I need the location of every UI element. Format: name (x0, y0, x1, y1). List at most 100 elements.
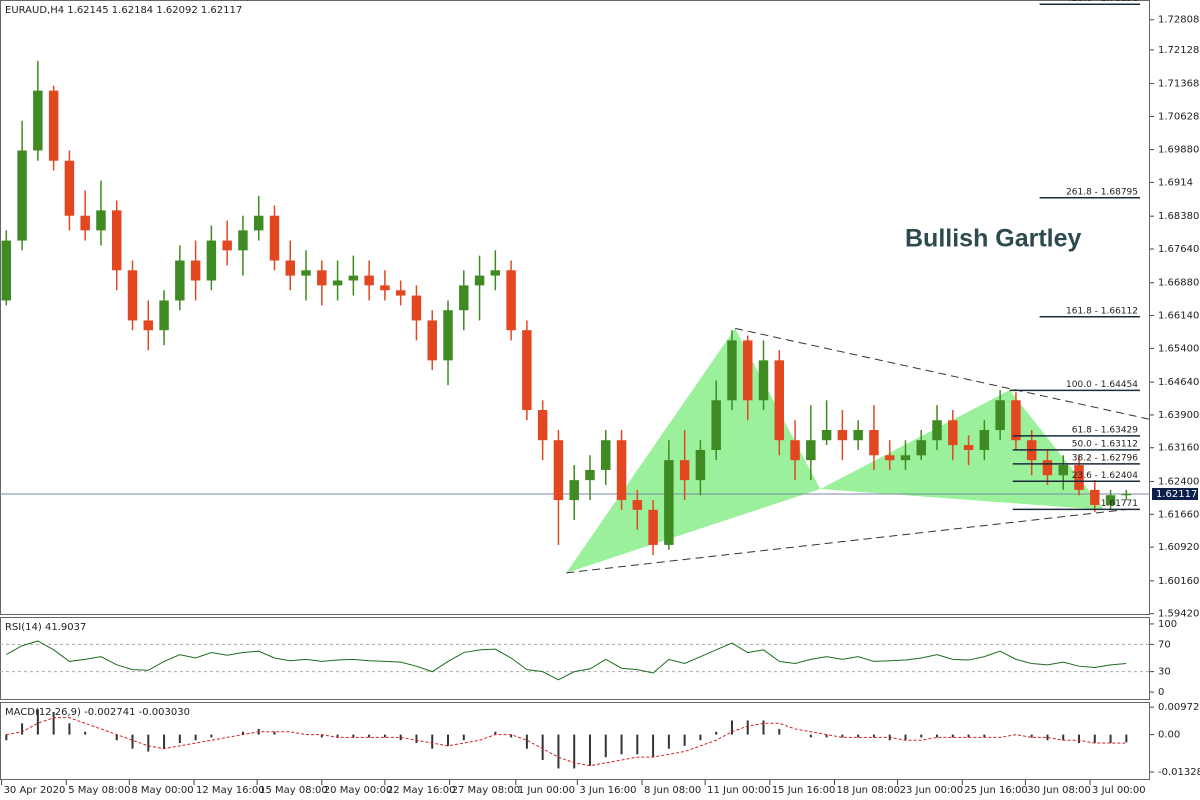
candle-body (948, 420, 958, 446)
candle-body (1074, 465, 1084, 490)
candle-body (33, 90, 43, 151)
candle-body (711, 400, 721, 450)
y-tick-label: 1.62400 (1158, 476, 1199, 487)
price-pane (0, 0, 1150, 615)
x-tick-label: 23 Jun 00:00 (900, 785, 964, 796)
y-tick-label: 1.68380 (1158, 211, 1199, 222)
candle-body (821, 430, 832, 441)
candle-body (17, 150, 27, 241)
y-tick-label: 1.63900 (1158, 410, 1199, 421)
y-tick-label: 0.009725 (1158, 702, 1200, 713)
candle-body (853, 430, 863, 441)
candle-body (553, 440, 564, 501)
candle-body (522, 330, 532, 411)
x-tick-label: 25 Jun 16:00 (964, 785, 1028, 796)
candle-body (96, 210, 106, 231)
y-tick-label: 1.65400 (1158, 343, 1199, 354)
candle-body (995, 400, 1005, 431)
pane-title: MACD(12,26,9) -0.002741 -0.003030 (5, 707, 190, 718)
y-tick-label: 1.64640 (1158, 377, 1199, 388)
x-tick-label: 15 May 08:00 (259, 785, 328, 796)
candle-body (1058, 465, 1068, 476)
y-tick-label: 1.66880 (1158, 278, 1199, 289)
candle-body (112, 210, 122, 271)
candle-body (695, 449, 706, 481)
candle-body (175, 260, 185, 301)
last-price-box (1152, 488, 1198, 501)
candle-body (758, 360, 769, 401)
candle-body (380, 285, 390, 291)
candle-body (932, 420, 942, 441)
fib-label: 100.0 - 1.64454 (1066, 380, 1138, 390)
candle-body (269, 215, 280, 261)
x-tick-label: 3 Jun 16:00 (579, 785, 636, 796)
y-tick-label: 30 (1158, 667, 1171, 678)
x-tick-label: 5 May 08:00 (68, 785, 130, 796)
candle-body (253, 215, 264, 231)
y-tick-label: 1.66140 (1158, 311, 1199, 322)
candle-body (143, 320, 154, 331)
y-tick-label: 1.71368 (1158, 79, 1199, 90)
y-tick-label: 1.70628 (1158, 111, 1199, 122)
candle-body (743, 340, 753, 401)
y-tick-label: 1.72808 (1158, 15, 1199, 26)
candle-body (616, 440, 627, 501)
pattern-triangle (566, 328, 821, 573)
candle-body (474, 275, 485, 286)
y-tick-label: 100 (1158, 619, 1177, 630)
x-tick-label: 8 Jun 08:00 (644, 785, 701, 796)
y-tick-label: 0.00 (1158, 730, 1180, 741)
candle-body (206, 240, 217, 281)
candle-body (1090, 489, 1100, 505)
candle-body (1042, 460, 1053, 476)
fib-label: 50.0 - 1.63112 (1072, 439, 1138, 449)
candle-body (364, 275, 374, 286)
candle-body (1121, 493, 1132, 496)
candle-body (806, 440, 816, 461)
y-tick-label: 1.6914 (1158, 177, 1193, 188)
candle-body (790, 440, 800, 461)
candle-body (490, 270, 501, 276)
pane-title: EURAUD,H4 1.62145 1.62184 1.62092 1.6211… (5, 5, 242, 16)
candle-body (963, 445, 974, 450)
y-tick-label: 1.72128 (1158, 45, 1199, 56)
fib-label: 38.2 - 1.62796 (1072, 453, 1138, 463)
candle-body (443, 310, 453, 361)
candle-body (301, 270, 311, 276)
candle-body (664, 460, 674, 545)
candle-body (411, 295, 422, 321)
candle-body (238, 230, 248, 251)
candle-body (1, 240, 12, 301)
x-tick-label: 30 Jun 08:00 (1027, 785, 1091, 796)
pattern-triangle (820, 390, 1105, 510)
last-price-label: 1.62117 (1156, 489, 1197, 500)
candle-body (648, 509, 658, 545)
candle-body (395, 290, 406, 296)
candle-body (317, 270, 327, 286)
trendline (566, 508, 1132, 574)
fib-label: 161.8 - 1.66112 (1066, 306, 1138, 316)
candle-body (1105, 495, 1116, 505)
x-tick-label: 15 Jun 16:00 (772, 785, 836, 796)
y-tick-label: 1.63160 (1158, 443, 1199, 454)
candle-body (64, 160, 75, 216)
candle-body (285, 260, 295, 276)
x-tick-label: 12 May 16:00 (196, 785, 265, 796)
candle-body (916, 440, 926, 456)
x-tick-label: 11 Jun 00:00 (707, 785, 771, 796)
fib-label: 423.6 - 1.73156 (1066, 0, 1138, 4)
y-tick-label: 1.59420 (1158, 609, 1199, 620)
x-tick-label: 27 May 08:00 (452, 785, 521, 796)
candle-body (884, 455, 895, 461)
macd-pane (0, 702, 1150, 780)
y-tick-label: 1.60920 (1158, 542, 1199, 553)
candle-body (632, 500, 643, 510)
x-tick-label: 30 Apr 2020 (4, 785, 66, 796)
candle-body (601, 440, 611, 470)
candle-body (80, 215, 90, 231)
y-tick-label: -0.013289 (1158, 767, 1200, 778)
candle-body (727, 340, 737, 401)
signal-line (6, 717, 1127, 767)
fib-label: 23.6 - 1.62404 (1072, 471, 1138, 481)
